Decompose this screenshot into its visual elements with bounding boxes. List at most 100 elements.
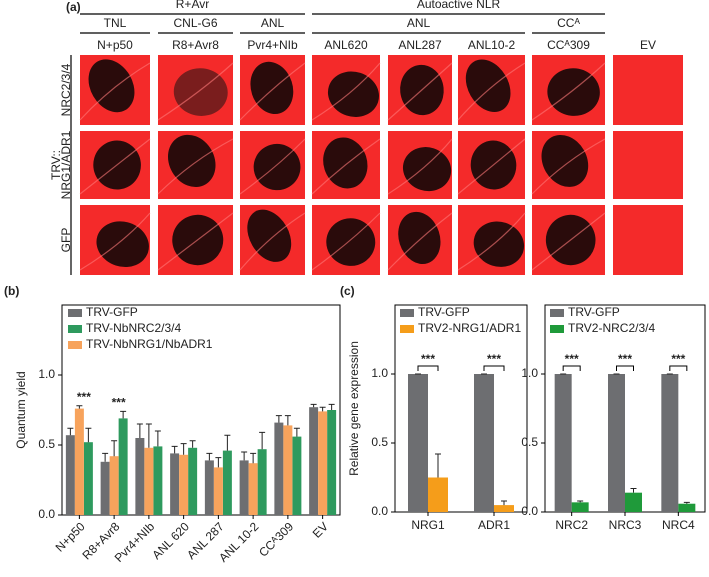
bar — [474, 374, 494, 512]
x-tick-label: NRG1 — [411, 518, 445, 532]
subgroup: TNL — [104, 16, 127, 30]
subgroup: CCᴬ — [557, 16, 580, 30]
significance-label: *** — [112, 396, 126, 410]
y-tick-label: 0.0 — [38, 507, 55, 521]
leaf-vein — [531, 62, 606, 121]
row-label: NRG1/ADR1 — [59, 130, 73, 199]
bar — [327, 410, 337, 515]
leaf-image — [613, 131, 683, 199]
leaf-vein — [157, 212, 234, 271]
leaf-vein — [457, 138, 526, 195]
leaf-lesion — [247, 209, 292, 262]
legend-swatch — [68, 309, 82, 317]
row-label: NRC2/3/4 — [59, 63, 73, 116]
legend-label: TRV-NbNRG1/NbADR1 — [86, 337, 213, 351]
panel-label: (a) — [66, 0, 81, 14]
legend-swatch — [68, 325, 82, 333]
error-bar — [145, 423, 152, 448]
bar — [318, 411, 328, 515]
y-tick-label: 1.0 — [521, 366, 538, 380]
bar — [74, 408, 84, 515]
bar — [494, 505, 514, 512]
error-bar — [630, 488, 637, 493]
column-label: EV — [640, 38, 656, 52]
bar — [554, 374, 572, 512]
y-tick-label: 1.0 — [38, 367, 55, 381]
leaf-vein — [531, 138, 606, 195]
leaf-lesion — [547, 68, 600, 116]
bar — [283, 425, 293, 515]
column-label: N+p50 — [97, 38, 133, 52]
legend-swatch — [550, 325, 564, 333]
leaf-lesion — [88, 59, 135, 113]
bar — [153, 446, 163, 515]
bar — [109, 456, 119, 515]
error-bar — [501, 500, 507, 506]
error-bar — [224, 434, 231, 451]
column-label: ANL10-2 — [468, 38, 516, 52]
y-tick-label: 0.5 — [38, 437, 55, 451]
error-bar — [206, 452, 213, 461]
error-bar — [102, 452, 109, 462]
significance-label: *** — [618, 352, 632, 366]
leaf-vein — [311, 62, 381, 121]
bar — [204, 460, 214, 515]
error-bar — [259, 431, 266, 450]
significance-bracket — [669, 365, 688, 371]
leaf-lesion — [253, 143, 301, 191]
y-tick-label: 0.5 — [371, 435, 388, 449]
significance-label: *** — [487, 352, 501, 366]
error-bar — [215, 457, 222, 468]
legend-swatch — [400, 325, 414, 333]
leaf-lesion — [398, 211, 441, 264]
leaf-vein — [79, 212, 151, 271]
error-bar — [293, 427, 300, 437]
error-bar — [154, 430, 161, 447]
error-bar — [180, 443, 187, 455]
bar — [144, 447, 154, 515]
bar — [222, 450, 232, 515]
leaf-lesion — [327, 71, 380, 117]
bar — [428, 477, 448, 512]
leaf-vein — [387, 138, 453, 195]
panel-label: (b) — [4, 284, 19, 298]
x-tick-label: NRC3 — [609, 518, 642, 532]
leaf-lesion — [173, 68, 228, 116]
x-tick-label: NRC2 — [555, 518, 588, 532]
leaf-vein — [157, 138, 234, 195]
error-bar — [120, 410, 127, 419]
leaf-vein — [387, 62, 453, 121]
bar — [292, 436, 302, 515]
error-bar — [284, 415, 291, 426]
x-tick-label: NRC4 — [662, 518, 695, 532]
leaf-vein — [79, 138, 151, 195]
row-label: GFP — [59, 228, 73, 253]
plot-frame — [394, 304, 528, 513]
row-prefix: TRV:: — [49, 150, 63, 180]
leaf-vein — [157, 62, 234, 121]
header-group: R+Avr — [176, 0, 209, 11]
significance-label: *** — [421, 352, 435, 366]
legend-swatch — [550, 309, 564, 317]
leaf-lesion — [96, 221, 149, 268]
bar — [83, 442, 93, 515]
bar — [170, 453, 180, 515]
error-bar — [241, 451, 248, 461]
leaf-image — [613, 55, 683, 125]
error-bar — [310, 403, 317, 408]
significance-label: *** — [77, 390, 91, 404]
leaf-vein — [457, 62, 526, 121]
legend-label: TRV2-NRG1/ADR1 — [418, 321, 521, 335]
error-bar — [328, 403, 335, 410]
significance-label: *** — [671, 352, 685, 366]
x-tick-label: EV — [310, 519, 331, 540]
error-bar — [250, 452, 257, 464]
bar — [678, 503, 696, 512]
y-tick-label: 0.0 — [371, 504, 388, 518]
column-label: ANL620 — [324, 38, 368, 52]
y-tick-label: 1.0 — [371, 366, 388, 380]
legend-label: TRV2-NRC2/3/4 — [568, 321, 655, 335]
subgroup: ANL — [407, 16, 431, 30]
column-label: Pvr4+NIb — [247, 38, 298, 52]
